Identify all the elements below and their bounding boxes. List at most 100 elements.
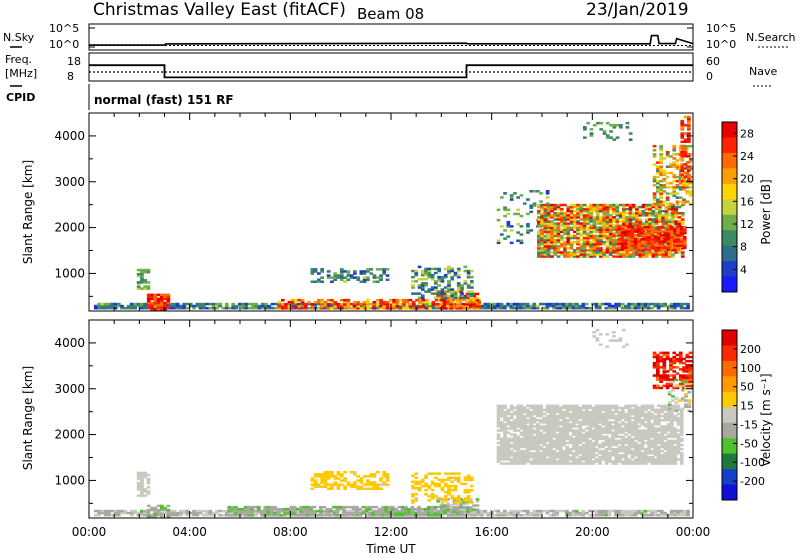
range-gate-cell — [418, 292, 422, 295]
range-gate-cell — [363, 488, 367, 491]
range-gate-cell — [516, 429, 520, 432]
range-gate-cell — [645, 218, 649, 221]
range-gate-cell — [463, 303, 467, 306]
range-gate-cell — [467, 270, 471, 273]
range-gate-cell — [324, 301, 328, 304]
range-gate-cell — [337, 483, 341, 486]
range-gate-cell — [687, 165, 691, 168]
range-gate-cell — [529, 405, 533, 408]
range-gate-cell — [684, 116, 688, 119]
range-gate-cell — [573, 241, 577, 244]
range-gate-cell — [634, 234, 638, 237]
range-gate-cell — [673, 236, 677, 239]
range-gate-cell — [404, 506, 408, 509]
range-gate-cell — [533, 417, 537, 420]
range-gate-cell — [645, 212, 649, 215]
range-gate-cell — [350, 307, 354, 310]
colorbar-swatch — [722, 122, 737, 138]
range-gate-cell — [570, 251, 574, 254]
range-gate-cell — [520, 450, 524, 453]
range-gate-cell — [453, 506, 457, 509]
range-gate-cell — [196, 303, 200, 306]
range-gate-cell — [431, 481, 435, 484]
range-gate-cell — [140, 510, 144, 513]
range-gate-cell — [424, 475, 428, 478]
range-gate-cell — [205, 510, 209, 513]
range-gate-cell — [382, 471, 386, 474]
range-gate-cell — [582, 303, 586, 306]
range-gate-cell — [444, 479, 448, 482]
range-gate-cell — [247, 512, 251, 515]
range-gate-cell — [618, 411, 622, 414]
range-gate-cell — [606, 245, 610, 248]
range-gate-cell — [218, 514, 222, 517]
range-gate-cell — [678, 220, 682, 223]
range-gate-cell — [629, 253, 633, 256]
range-gate-cell — [539, 405, 543, 408]
range-gate-cell — [605, 448, 609, 451]
range-gate-cell — [616, 204, 620, 207]
range-gate-cell — [472, 305, 476, 308]
range-gate-cell — [536, 510, 540, 513]
range-gate-cell — [624, 423, 628, 426]
range-gate-cell — [565, 303, 569, 306]
range-gate-cell — [507, 438, 511, 441]
range-gate-cell — [205, 303, 209, 306]
range-gate-cell — [637, 303, 641, 306]
range-gate-cell — [467, 489, 471, 492]
range-gate-cell — [434, 286, 438, 289]
range-gate-cell — [435, 299, 439, 302]
range-gate-cell — [457, 282, 461, 285]
power-y-label: Slant Range [km] — [21, 160, 35, 264]
range-gate-cell — [663, 246, 667, 249]
range-gate-cell — [124, 510, 128, 513]
range-gate-cell — [500, 512, 504, 515]
range-gate-cell — [376, 276, 380, 279]
range-gate-cell — [147, 285, 151, 288]
range-gate-cell — [634, 510, 638, 513]
range-gate-cell — [444, 268, 448, 271]
range-gate-cell — [225, 303, 229, 306]
range-gate-cell — [360, 477, 364, 480]
range-gate-cell — [503, 237, 507, 240]
range-gate-cell — [628, 458, 632, 461]
range-gate-cell — [613, 124, 617, 127]
range-gate-cell — [293, 506, 297, 509]
range-gate-cell — [513, 433, 517, 436]
range-gate-cell — [676, 176, 680, 179]
range-gate-cell — [107, 303, 111, 306]
range-gate-cell — [601, 436, 605, 439]
range-gate-cell — [663, 170, 667, 173]
range-gate-cell — [157, 505, 161, 508]
range-gate-cell — [576, 204, 580, 207]
range-gate-cell — [513, 407, 517, 410]
range-gate-cell — [680, 178, 684, 181]
range-gate-cell — [456, 504, 460, 507]
range-gate-cell — [411, 475, 415, 478]
range-gate-cell — [664, 425, 668, 428]
range-gate-cell — [676, 180, 680, 183]
range-gate-cell — [218, 510, 222, 513]
range-gate-cell — [510, 510, 514, 513]
range-gate-cell — [454, 497, 458, 500]
range-gate-cell — [520, 215, 524, 218]
noise-series — [89, 36, 693, 46]
range-gate-cell — [539, 200, 543, 203]
range-gate-cell — [350, 483, 354, 486]
range-gate-cell — [638, 210, 642, 213]
range-gate-cell — [676, 184, 680, 187]
range-gate-cell — [422, 305, 426, 308]
range-gate-cell — [147, 474, 151, 477]
range-gate-cell — [563, 212, 567, 215]
range-gate-cell — [532, 303, 536, 306]
range-gate-cell — [533, 425, 537, 428]
range-gate-cell — [398, 510, 402, 513]
range-gate-cell — [644, 232, 648, 235]
range-gate-cell — [140, 287, 144, 290]
range-gate-cell — [327, 471, 331, 474]
range-gate-cell — [645, 204, 649, 207]
range-gate-cell — [520, 225, 524, 228]
range-gate-cell — [143, 269, 147, 272]
range-gate-cell — [631, 510, 635, 513]
range-gate-cell — [681, 251, 685, 254]
